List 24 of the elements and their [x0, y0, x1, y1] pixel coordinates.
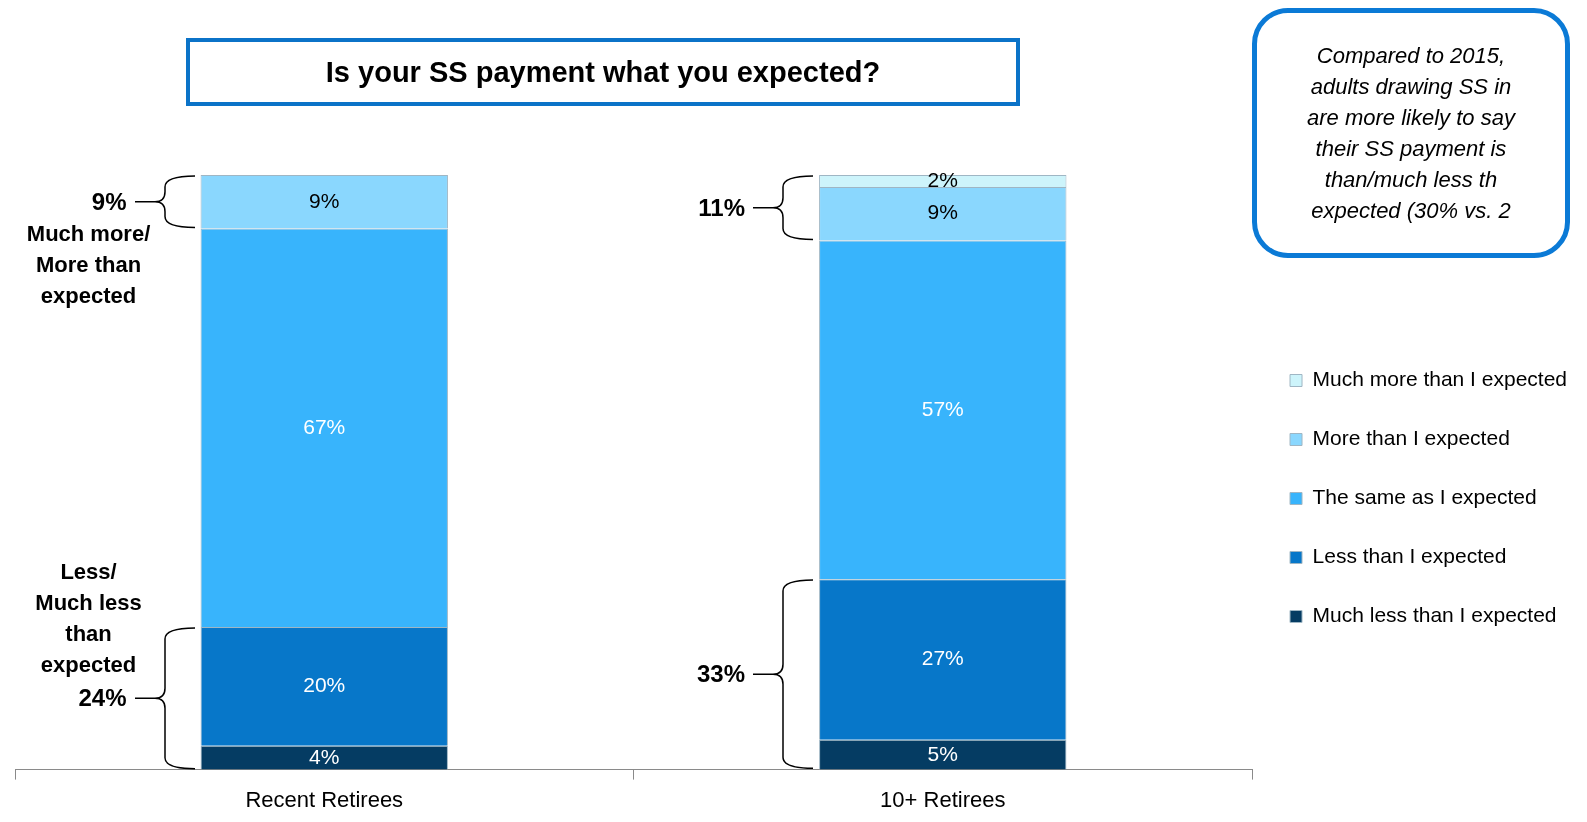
legend-label: Much less than I expected — [1312, 603, 1557, 627]
annotation: 24% — [78, 684, 127, 713]
annotation: 33% — [697, 660, 746, 689]
x-tick-label: 10+ Retirees — [880, 786, 1006, 812]
data-label: 27% — [921, 646, 964, 670]
legend-label: The same as I expected — [1312, 485, 1537, 509]
data-label: 67% — [303, 414, 346, 438]
data-label: 9% — [927, 200, 958, 224]
annotation: Much more/ More than expected — [26, 219, 151, 310]
data-label: 20% — [303, 673, 346, 697]
annotation: 9% — [91, 187, 127, 216]
text: Compared to 2015, adults drawing SS in are more likely to say their SS payment is than/much less th expected (30% vs. 2 — [1252, 8, 1570, 258]
legend-label: Much more than I expected — [1312, 367, 1568, 391]
annotation: 11% — [698, 193, 746, 222]
data-label: 2% — [927, 167, 958, 191]
legend-label: More than I expected — [1312, 426, 1510, 450]
data-label: 57% — [921, 396, 964, 420]
data-label: 4% — [309, 744, 340, 768]
annotation: Less/ Much less than expected — [35, 558, 142, 680]
chart-title: Is your SS payment what you expected? — [186, 38, 1020, 106]
legend-label: Less than I expected — [1312, 544, 1507, 568]
data-label: 9% — [309, 188, 340, 212]
x-tick-label: Recent Retirees — [245, 786, 404, 812]
data-label: 5% — [927, 741, 958, 765]
